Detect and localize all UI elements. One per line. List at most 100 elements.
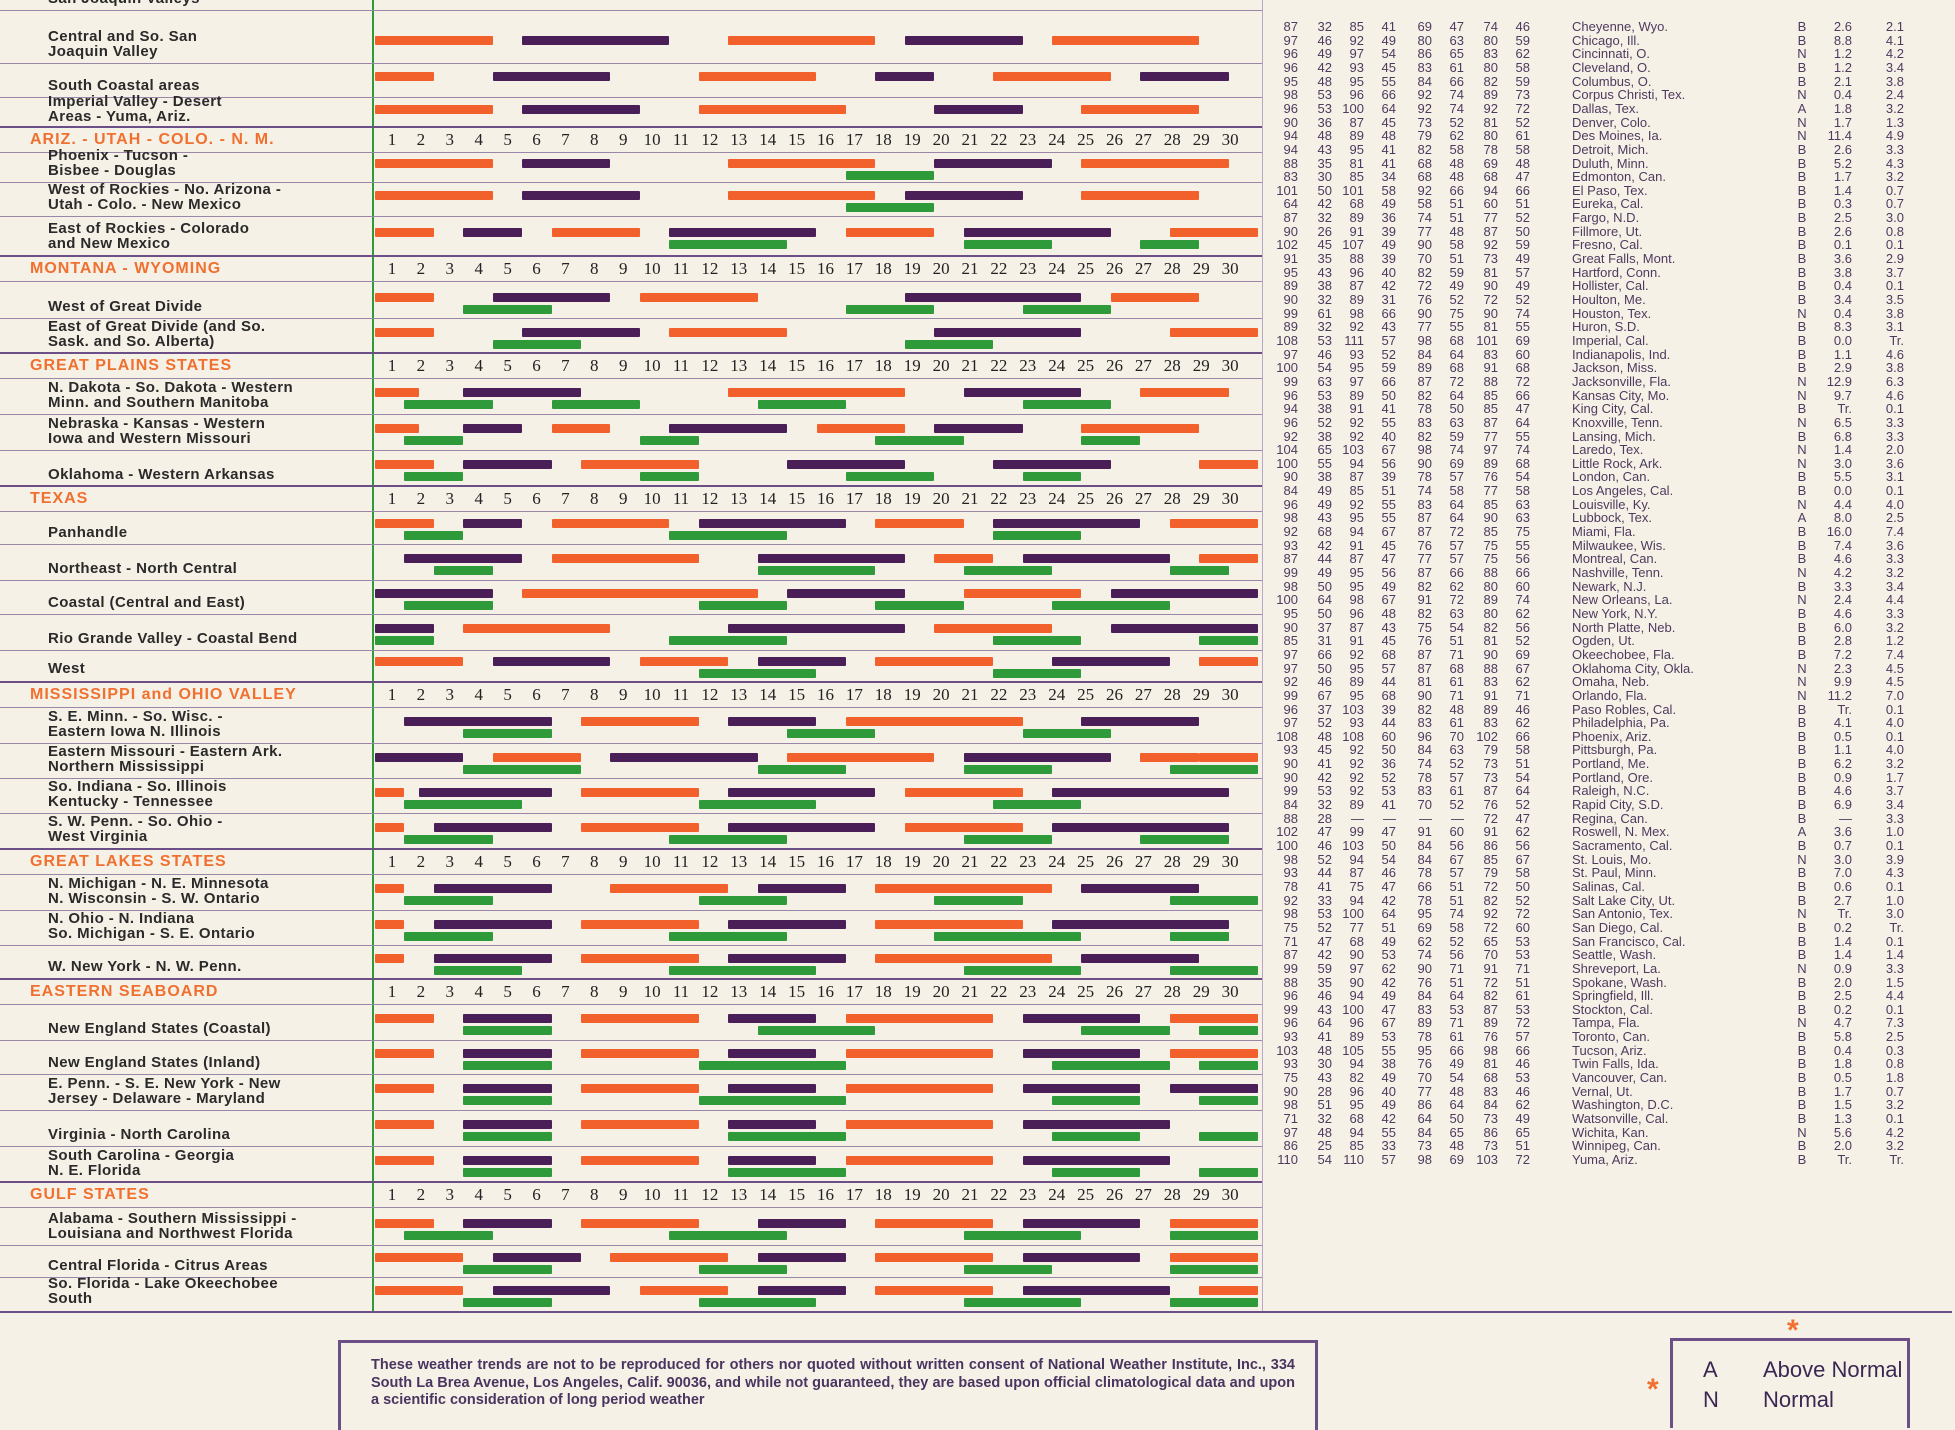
temp-value: 84 — [1417, 988, 1432, 1004]
temp-value: 66 — [1515, 1042, 1530, 1058]
station-row: 96 42 93 45 83 61 80 58 Cleveland, O. B 1.2 3.4 — [1268, 61, 1948, 75]
temp-value: 84 — [1283, 483, 1298, 499]
region-label: Rio Grande Valley - Coastal Bend — [48, 631, 368, 646]
precip-code: B — [1797, 756, 1807, 772]
temp-value: 90 — [1417, 237, 1432, 253]
temp-value: 56 — [1515, 838, 1530, 853]
trend-bar-above — [1081, 159, 1229, 168]
temp-value: 92 — [1349, 496, 1364, 512]
station-name: Detroit, Mich. — [1572, 141, 1649, 157]
temp-value: 97 — [1283, 32, 1298, 48]
precip-value: 2.0 — [1885, 442, 1904, 458]
precip-value: 4.2 — [1833, 565, 1852, 580]
temp-value: 69 — [1417, 19, 1432, 34]
trend-bar-above — [875, 657, 994, 666]
region-divider — [0, 650, 1262, 651]
temp-value: 95 — [1417, 906, 1432, 922]
day-tick-label: 6 — [532, 982, 541, 1001]
temp-value: 44 — [1381, 674, 1396, 690]
temp-value: 58 — [1515, 141, 1530, 157]
trend-bar-below — [728, 1014, 817, 1023]
temp-value: 82 — [1483, 988, 1498, 1004]
station-name: North Platte, Neb. — [1572, 619, 1676, 635]
day-tick-label: 18 — [874, 489, 892, 508]
day-tick-label: 30 — [1221, 259, 1239, 278]
day-tick-label: 24 — [1048, 685, 1066, 704]
trend-bar-above — [1169, 1218, 1258, 1228]
temp-value: 66 — [1381, 373, 1396, 389]
station-name: Lubbock, Tex. — [1572, 510, 1652, 526]
temp-value: 92 — [1349, 32, 1364, 48]
trend-bar-normal — [669, 531, 788, 540]
temp-value: 95 — [1283, 605, 1298, 621]
station-row: 98 50 95 49 82 62 80 60 Newark, N.J. B 3.3 3.4 — [1268, 580, 1948, 594]
temp-value: 84 — [1417, 73, 1432, 89]
trend-bar-above — [728, 159, 876, 168]
temp-value: 77 — [1417, 551, 1432, 567]
temp-value: 93 — [1349, 59, 1364, 75]
temp-value: 87 — [1349, 278, 1364, 294]
trend-bar-above — [875, 919, 1023, 929]
temp-value: 64 — [1449, 387, 1464, 403]
temp-value: 57 — [1449, 769, 1464, 785]
temp-value: 58 — [1515, 483, 1530, 499]
precip-code: B — [1797, 769, 1807, 785]
precip-code: N — [1797, 455, 1807, 471]
day-tick-label: 18 — [874, 852, 892, 871]
region-label-line: West Virginia — [48, 828, 148, 845]
precip-value: 11.4 — [1827, 128, 1852, 144]
region-label-line: Coastal (Central and East) — [48, 594, 246, 611]
day-tick-label: 26 — [1106, 982, 1123, 1001]
trend-bar-below — [1022, 554, 1170, 563]
trend-bar-above — [1081, 424, 1200, 433]
temp-value: 49 — [1449, 1056, 1464, 1072]
trend-bar-normal — [492, 339, 582, 349]
trend-bar-normal — [669, 239, 788, 249]
trend-bar-above — [375, 388, 420, 397]
day-tick-label: 19 — [903, 130, 921, 149]
temp-value: 98 — [1283, 906, 1298, 922]
day-tick-label: 17 — [845, 259, 863, 278]
temp-value: 89 — [1483, 87, 1498, 103]
day-tick-label: 1 — [387, 356, 397, 375]
section-title: GREAT LAKES STATES — [30, 853, 227, 870]
trend-bar-below — [404, 717, 552, 726]
temp-value: 46 — [1515, 1083, 1530, 1099]
temp-value: 80 — [1483, 605, 1498, 621]
temp-value: 92 — [1349, 646, 1364, 662]
precip-value: 0.7 — [1885, 1083, 1904, 1099]
temp-value: 90 — [1417, 305, 1432, 321]
trend-bar-above — [375, 1049, 434, 1058]
region-label-line: W. New York - N. W. Penn. — [48, 958, 242, 975]
temp-value: 90 — [1483, 278, 1498, 294]
temp-value: 96 — [1349, 87, 1364, 103]
temp-value: 75 — [1283, 1070, 1298, 1086]
temp-value: 70 — [1417, 1070, 1432, 1086]
temp-value: 61 — [1449, 59, 1464, 75]
station-name: Fargo, N.D. — [1572, 210, 1640, 226]
temp-value: 91 — [1417, 824, 1432, 840]
day-tick-label: 16 — [817, 1185, 834, 1204]
day-tick-label: 8 — [590, 130, 599, 149]
precip-value: 3.3 — [1885, 551, 1904, 567]
temp-value: 95 — [1349, 141, 1364, 157]
temp-value: 97 — [1283, 346, 1298, 362]
station-name: Tucson, Ariz. — [1572, 1042, 1647, 1058]
temp-value: 42 — [1381, 974, 1396, 990]
precip-code: B — [1797, 346, 1807, 362]
precip-value: 4.0 — [1885, 715, 1904, 731]
trend-bar-normal — [698, 601, 788, 610]
temp-value: 42 — [1317, 59, 1332, 75]
temp-value: 49 — [1381, 32, 1396, 48]
trend-bar-normal — [404, 931, 493, 941]
temp-value: 94 — [1349, 1124, 1364, 1140]
section-title: EASTERN SEABOARD — [30, 983, 219, 1000]
station-name: Washington, D.C. — [1572, 1097, 1674, 1113]
day-tick-label: 30 — [1221, 356, 1239, 375]
precip-value: 5.8 — [1833, 1029, 1852, 1045]
temp-value: 53 — [1317, 332, 1332, 348]
trend-bar-normal — [963, 965, 1082, 975]
region-label-line: Nebraska - Kansas - Western — [48, 415, 266, 432]
region-label: S. E. Minn. - So. Wisc. - Eastern Iowa N.… — [48, 709, 368, 739]
trend-bar-normal — [1169, 1265, 1258, 1274]
